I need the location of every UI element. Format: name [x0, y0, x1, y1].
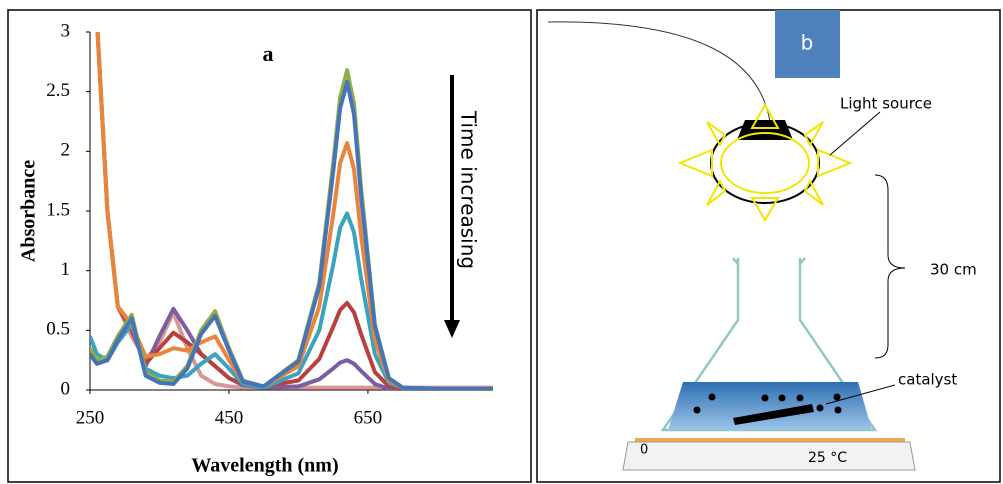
pointer	[830, 112, 880, 155]
y-tick-label: 2	[61, 140, 71, 161]
x-tick-label: 650	[354, 407, 383, 428]
spectrum-line	[90, 0, 493, 388]
hotplate	[623, 442, 915, 470]
spectrum-line	[90, 213, 493, 388]
time-arrow-head	[444, 320, 460, 338]
dial-label: 0	[640, 443, 648, 458]
spectrum-line	[90, 0, 493, 389]
plot-area	[90, 0, 493, 389]
wire	[548, 22, 770, 122]
chart: a Wavelength (nm) Absorbance Time increa…	[18, 0, 493, 477]
y-tick-label: 2.5	[46, 80, 70, 101]
x-tick-label: 450	[215, 407, 244, 428]
bulb	[721, 133, 809, 193]
diagram: b Light source 30 cm catalyst 0 25 °C	[548, 10, 977, 470]
catalyst-label: catalyst	[898, 371, 957, 389]
flask-rim	[733, 258, 805, 264]
y-tick-label: 0	[61, 378, 71, 399]
temperature-label: 25 °C	[808, 450, 847, 466]
y-tick-label: 1	[61, 259, 71, 280]
y-tick-label: 3	[61, 20, 71, 41]
y-tick-label: 1.5	[46, 199, 70, 220]
chart-title: a	[263, 41, 274, 66]
catalyst-solution	[668, 382, 872, 430]
heating-plate	[635, 438, 905, 442]
spectrum-line	[90, 0, 493, 389]
spectrum-line	[90, 70, 493, 389]
x-tick-label: 250	[76, 407, 105, 428]
brace	[875, 175, 905, 358]
y-tick-label: 0.5	[46, 319, 70, 340]
spectrum-line	[90, 82, 493, 389]
annotation: Time increasing	[457, 110, 481, 269]
panel-label: b	[801, 31, 814, 55]
x-axis-label: Wavelength (nm)	[191, 455, 338, 477]
figure: a Wavelength (nm) Absorbance Time increa…	[0, 0, 1003, 484]
page: {"chart_data": {"type": "line", "title":…	[0, 0, 1003, 484]
distance-label: 30 cm	[930, 261, 977, 279]
light-source-label: Light source	[840, 95, 932, 113]
y-axis-label: Absorbance	[18, 160, 40, 262]
